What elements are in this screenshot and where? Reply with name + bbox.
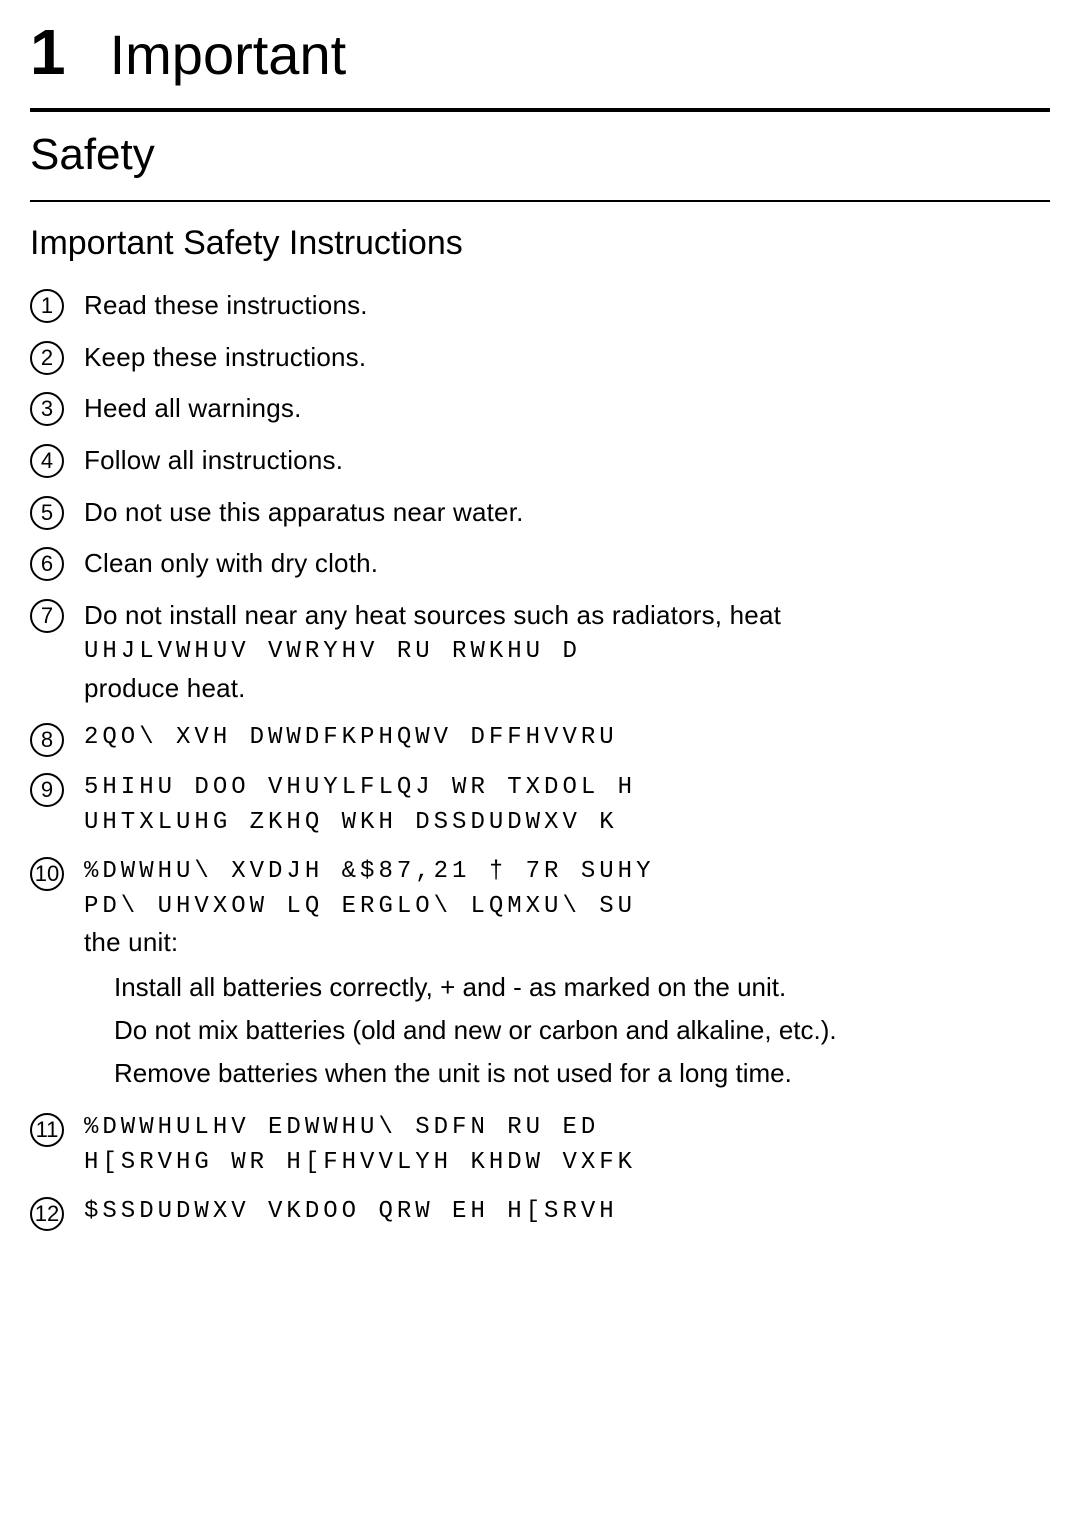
instruction-text: Follow all instructions.: [84, 442, 343, 480]
instruction-line-garbled: $SSDUDWXV VKDOO QRW EH H[SRVH: [84, 1195, 618, 1230]
instruction-text-block: Do not install near any heat sources suc…: [84, 597, 781, 707]
instruction-line: produce heat.: [84, 670, 781, 708]
circled-number: 12: [30, 1197, 64, 1231]
sub-list: Install all batteries correctly, + and -…: [114, 968, 837, 1093]
circled-number: 5: [30, 496, 64, 530]
instruction-text: Clean only with dry cloth.: [84, 545, 378, 583]
chapter-title: Important: [110, 27, 347, 83]
instruction-line-garbled: UHJLVWHUV VWRYHV RU RWKHU D: [84, 635, 781, 670]
chapter-header: 1 Important: [30, 20, 1050, 84]
instruction-item: 5 Do not use this apparatus near water.: [30, 494, 1050, 532]
instruction-line: Do not install near any heat sources suc…: [84, 597, 781, 635]
circled-number: 10: [30, 857, 64, 891]
instruction-text: Keep these instructions.: [84, 339, 366, 377]
instruction-item: 9 5HIHU DOO VHUYLFLQJ WR TXDOL H UHTXLUH…: [30, 771, 1050, 841]
instruction-item: 6 Clean only with dry cloth.: [30, 545, 1050, 583]
instruction-line-garbled: PD\ UHVXOW LQ ERGLO\ LQMXU\ SU: [84, 890, 837, 925]
instruction-line-garbled: 2QO\ XVH DWWDFKPHQWV DFFHVVRU: [84, 721, 618, 756]
instruction-item: 11 %DWWHULHV EDWWHU\ SDFN RU ED H[SRVHG …: [30, 1111, 1050, 1181]
chapter-number: 1: [30, 20, 66, 84]
instruction-text-block: %DWWHU\ XVDJH &$87,21 † 7R SUHY PD\ UHVX…: [84, 855, 837, 1097]
instruction-text: Do not use this apparatus near water.: [84, 494, 524, 532]
circled-number: 2: [30, 341, 64, 375]
circled-number: 1: [30, 289, 64, 323]
instruction-item: 12 $SSDUDWXV VKDOO QRW EH H[SRVH: [30, 1195, 1050, 1231]
instruction-list: 1 Read these instructions. 2 Keep these …: [30, 287, 1050, 1231]
circled-number: 8: [30, 723, 64, 757]
sub-list-item: Do not mix batteries (old and new or car…: [114, 1011, 837, 1050]
circled-number: 11: [30, 1113, 64, 1147]
circled-number: 7: [30, 599, 64, 633]
sub-list-item: Remove batteries when the unit is not us…: [114, 1054, 837, 1093]
circled-number: 6: [30, 547, 64, 581]
instruction-line-garbled: H[SRVHG WR H[FHVVLYH KHDW VXFK: [84, 1146, 636, 1181]
instruction-line-garbled: %DWWHULHV EDWWHU\ SDFN RU ED: [84, 1111, 636, 1146]
instruction-item: 8 2QO\ XVH DWWDFKPHQWV DFFHVVRU: [30, 721, 1050, 757]
instruction-item: 1 Read these instructions.: [30, 287, 1050, 325]
instruction-text: Read these instructions.: [84, 287, 368, 325]
instruction-text-block: %DWWHULHV EDWWHU\ SDFN RU ED H[SRVHG WR …: [84, 1111, 636, 1181]
divider-thick: [30, 108, 1050, 112]
circled-number: 9: [30, 773, 64, 807]
instruction-item: 4 Follow all instructions.: [30, 442, 1050, 480]
instruction-item: 2 Keep these instructions.: [30, 339, 1050, 377]
instruction-line-garbled: UHTXLUHG ZKHQ WKH DSSDUDWXV K: [84, 806, 636, 841]
instruction-item: 10 %DWWHU\ XVDJH &$87,21 † 7R SUHY PD\ U…: [30, 855, 1050, 1097]
instruction-line: the unit:: [84, 924, 837, 962]
instruction-text: Heed all warnings.: [84, 390, 302, 428]
instruction-item: 7 Do not install near any heat sources s…: [30, 597, 1050, 707]
subsection-title: Important Safety Instructions: [30, 224, 1050, 263]
sub-list-item: Install all batteries correctly, + and -…: [114, 968, 837, 1007]
section-title: Safety: [30, 130, 1050, 180]
divider-thin: [30, 200, 1050, 202]
instruction-text-block: 5HIHU DOO VHUYLFLQJ WR TXDOL H UHTXLUHG …: [84, 771, 636, 841]
instruction-line-garbled: %DWWHU\ XVDJH &$87,21 † 7R SUHY: [84, 855, 837, 890]
circled-number: 3: [30, 392, 64, 426]
instruction-line-garbled: 5HIHU DOO VHUYLFLQJ WR TXDOL H: [84, 771, 636, 806]
instruction-item: 3 Heed all warnings.: [30, 390, 1050, 428]
circled-number: 4: [30, 444, 64, 478]
